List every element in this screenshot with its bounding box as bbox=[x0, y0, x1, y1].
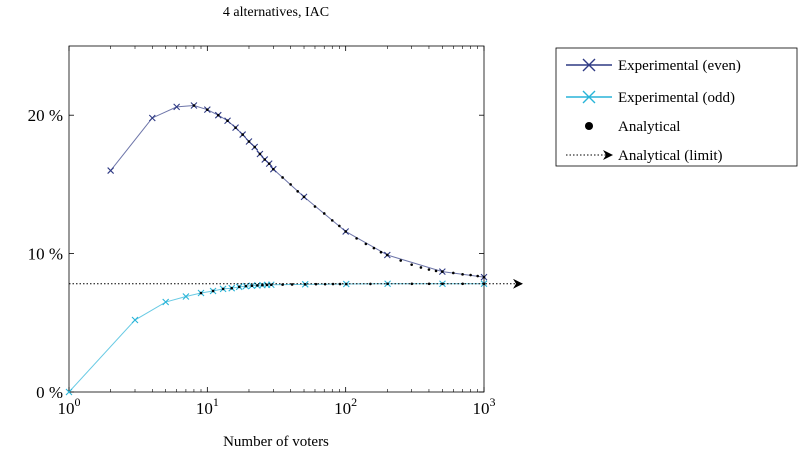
data-point bbox=[261, 283, 264, 287]
legend-cross bbox=[582, 58, 596, 72]
data-point bbox=[247, 140, 251, 143]
data-point bbox=[410, 263, 413, 266]
x-tick-label: 102 bbox=[334, 395, 357, 418]
data-point bbox=[241, 133, 244, 136]
data-point bbox=[230, 286, 233, 290]
plot-frame bbox=[68, 45, 485, 393]
data-point bbox=[250, 284, 254, 288]
data-point bbox=[290, 283, 294, 286]
legend: Experimental (even) Experimental (odd) Ana… bbox=[555, 47, 798, 167]
data-point bbox=[441, 282, 444, 286]
data-point bbox=[372, 246, 376, 250]
x-tick-label-base: 10 bbox=[473, 399, 490, 418]
series-analytical bbox=[192, 104, 486, 295]
series-layer bbox=[65, 102, 523, 396]
data-point bbox=[258, 152, 262, 156]
legend-label: Experimental (even) bbox=[618, 58, 741, 74]
data-point bbox=[461, 282, 464, 286]
data-point bbox=[221, 287, 225, 291]
data-point bbox=[427, 282, 431, 286]
data-point bbox=[322, 212, 326, 215]
x-tick-label-exponent: 2 bbox=[351, 395, 357, 409]
data-point bbox=[226, 119, 229, 123]
data-point bbox=[441, 270, 444, 273]
x-tick-label-base: 10 bbox=[196, 399, 213, 418]
data-point bbox=[107, 167, 115, 174]
x-tick-label: 103 bbox=[473, 395, 496, 418]
data-point bbox=[313, 205, 317, 208]
data-point bbox=[263, 158, 267, 161]
data-point bbox=[234, 126, 237, 129]
data-point bbox=[482, 282, 486, 286]
data-point bbox=[256, 284, 259, 287]
data-point bbox=[65, 388, 73, 396]
data-point bbox=[469, 273, 472, 277]
data-point bbox=[216, 113, 220, 117]
data-point bbox=[344, 230, 347, 233]
data-point bbox=[269, 283, 273, 287]
x-tick-label-base: 10 bbox=[334, 399, 351, 418]
series-experimental-odd bbox=[65, 280, 488, 396]
data-point bbox=[253, 145, 257, 149]
x-tick-label-exponent: 1 bbox=[213, 395, 219, 409]
x-tick-label: 100 bbox=[58, 395, 81, 418]
data-point bbox=[267, 162, 271, 165]
data-point bbox=[148, 114, 156, 122]
legend-dot bbox=[585, 122, 593, 130]
data-point bbox=[281, 176, 284, 179]
data-point bbox=[419, 266, 423, 269]
data-point bbox=[355, 237, 358, 240]
legend-label: Analytical (limit) bbox=[618, 148, 723, 164]
data-point bbox=[211, 289, 215, 293]
data-point bbox=[192, 104, 196, 107]
data-point bbox=[476, 274, 479, 278]
data-point bbox=[182, 293, 190, 300]
data-point bbox=[162, 298, 170, 306]
data-point bbox=[364, 242, 368, 246]
x-tick-label-base: 10 bbox=[58, 399, 75, 418]
legend-box bbox=[555, 47, 798, 167]
legend-entry: Experimental (even) bbox=[566, 58, 741, 74]
data-point bbox=[244, 284, 248, 288]
y-tick-label: 10 % bbox=[28, 245, 63, 264]
data-point bbox=[206, 108, 209, 111]
x-tick-label-exponent: 3 bbox=[490, 395, 496, 409]
data-point bbox=[427, 268, 431, 271]
data-point bbox=[452, 271, 455, 275]
series-line bbox=[68, 283, 484, 393]
x-axis-label: Number of voters bbox=[223, 434, 329, 450]
data-point bbox=[410, 282, 414, 286]
y-tick-label: 0 % bbox=[36, 383, 63, 402]
data-point bbox=[272, 167, 275, 171]
chart-title: 4 alternatives, IAC bbox=[223, 5, 329, 20]
data-point bbox=[289, 183, 292, 186]
data-point bbox=[199, 291, 203, 295]
data-point bbox=[399, 259, 403, 262]
data-point bbox=[379, 250, 383, 254]
legend-cross bbox=[582, 90, 596, 104]
legend-label: Analytical bbox=[618, 119, 680, 135]
x-tick-label: 101 bbox=[196, 395, 219, 418]
legend-entry: Analytical (limit) bbox=[566, 148, 723, 164]
data-point bbox=[330, 219, 334, 222]
data-point bbox=[296, 190, 299, 193]
data-point bbox=[237, 285, 241, 289]
data-point bbox=[131, 316, 139, 324]
data-point bbox=[386, 253, 389, 257]
x-tick-label-exponent: 0 bbox=[75, 395, 81, 409]
y-tick-label: 20 % bbox=[28, 106, 63, 125]
data-point bbox=[461, 273, 464, 276]
legend-label: Experimental (odd) bbox=[618, 90, 735, 106]
data-point bbox=[434, 269, 438, 273]
legend-entry: Experimental (odd) bbox=[566, 90, 735, 106]
legend-entry: Analytical bbox=[585, 119, 680, 135]
data-point bbox=[338, 224, 341, 228]
data-point bbox=[302, 195, 306, 199]
data-point bbox=[482, 275, 486, 279]
data-point bbox=[173, 103, 181, 111]
